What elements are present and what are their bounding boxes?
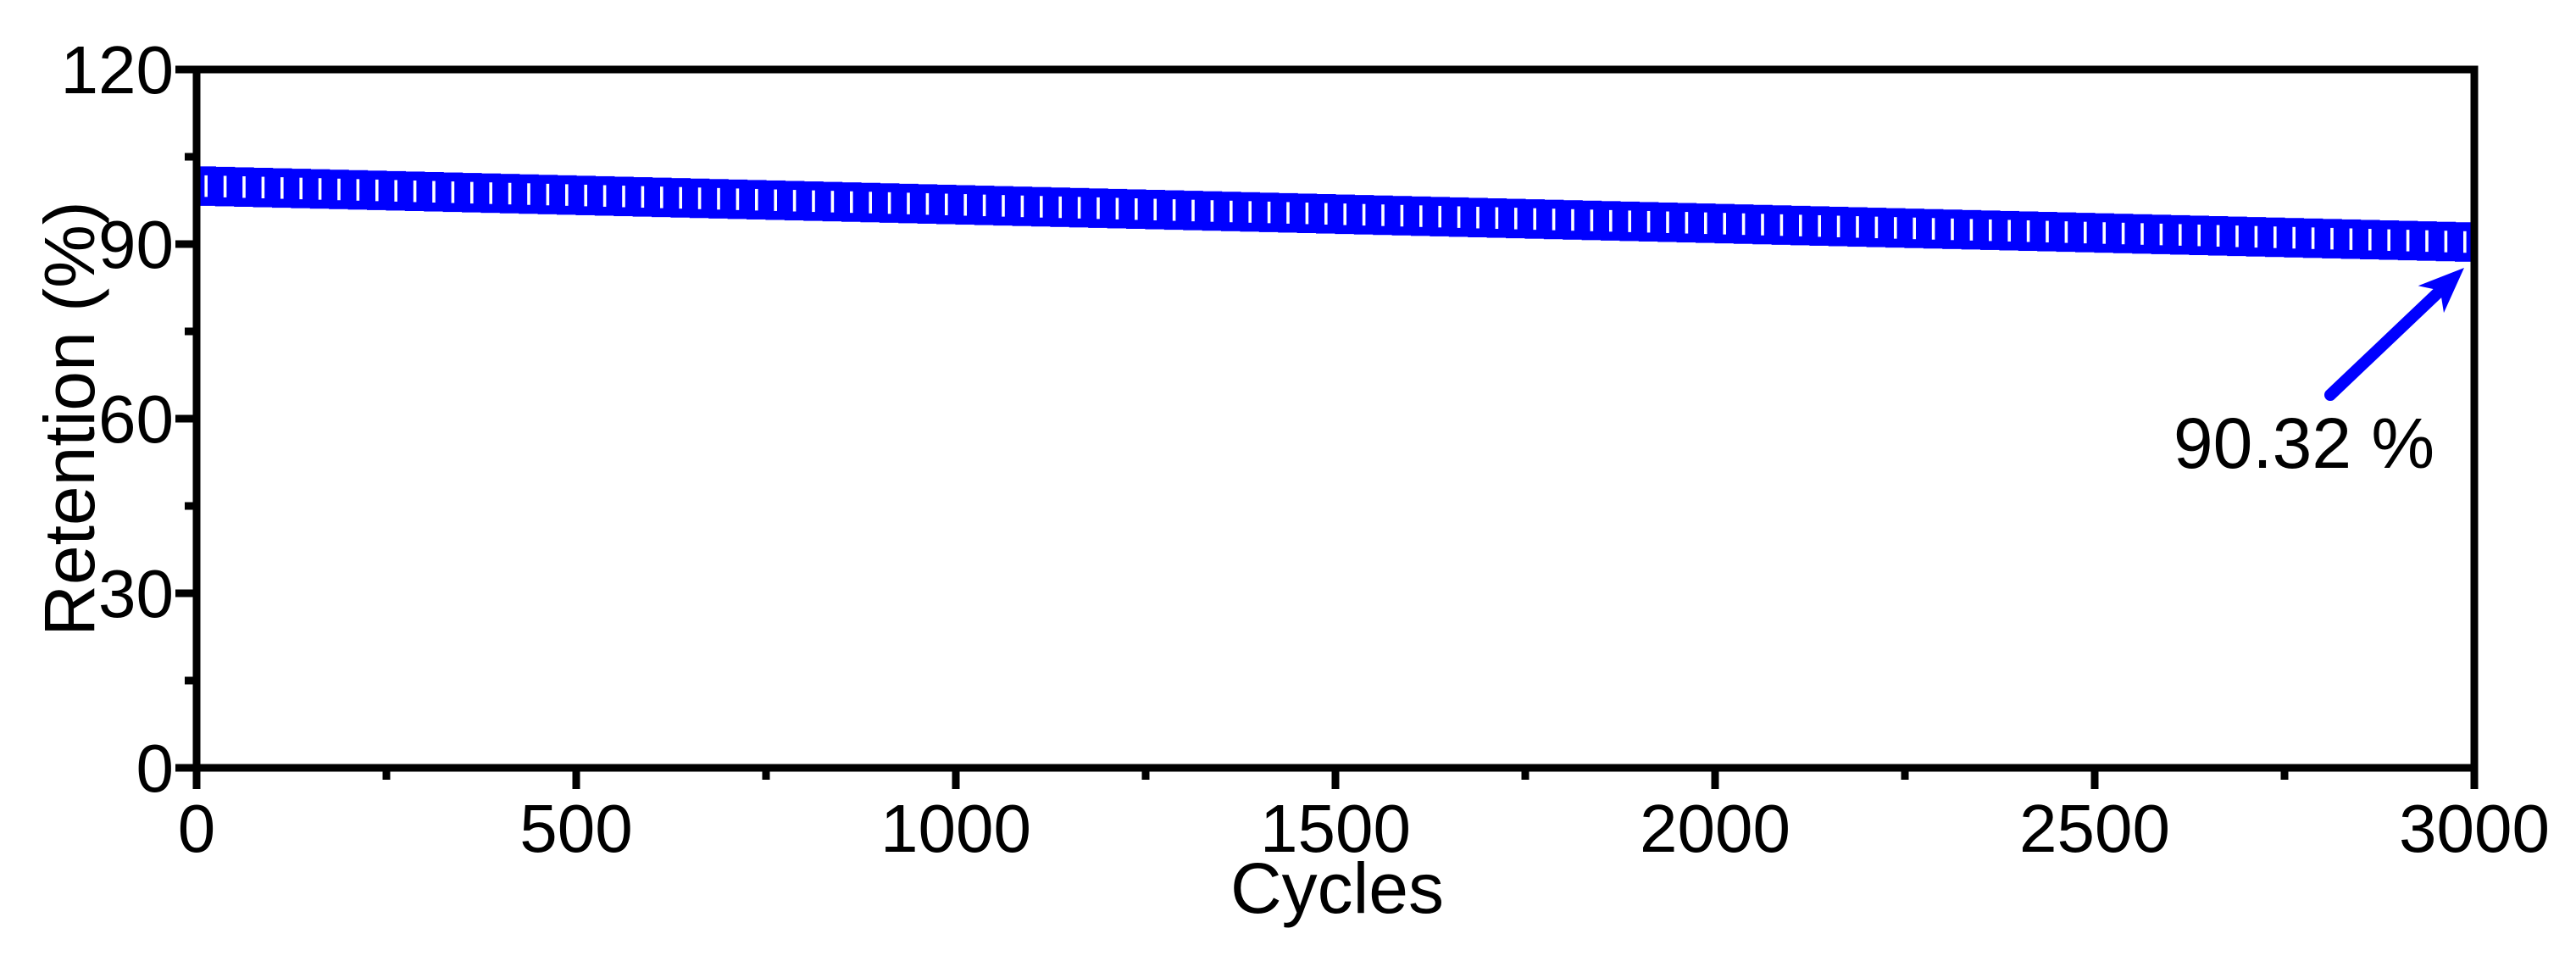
x-axis-title: Cycles [1230, 848, 1445, 928]
retention-annotation-text: 90.32 % [2173, 403, 2435, 483]
annotation-arrow-head [2418, 268, 2464, 314]
y-axis-title: Retention (%) [30, 201, 109, 636]
x-tick-label: 1500 [1260, 791, 1411, 866]
x-tick-label: 3000 [2399, 791, 2550, 866]
x-tick-label: 1000 [880, 791, 1031, 866]
y-tick-label: 60 [98, 381, 174, 457]
plot-frame [192, 65, 2479, 772]
y-tick-label: 0 [136, 731, 175, 806]
x-tick-label: 2000 [1640, 791, 1790, 866]
data-series [192, 166, 2479, 262]
y-tick-label: 120 [61, 32, 174, 108]
x-tick-label: 500 [519, 791, 632, 866]
y-tick-label: 30 [98, 556, 174, 631]
x-tick-label: 0 [178, 791, 216, 866]
y-tick-label: 90 [98, 207, 174, 282]
annotation-arrow-shaft [2324, 284, 2446, 401]
x-tick-label: 2500 [2019, 791, 2170, 866]
